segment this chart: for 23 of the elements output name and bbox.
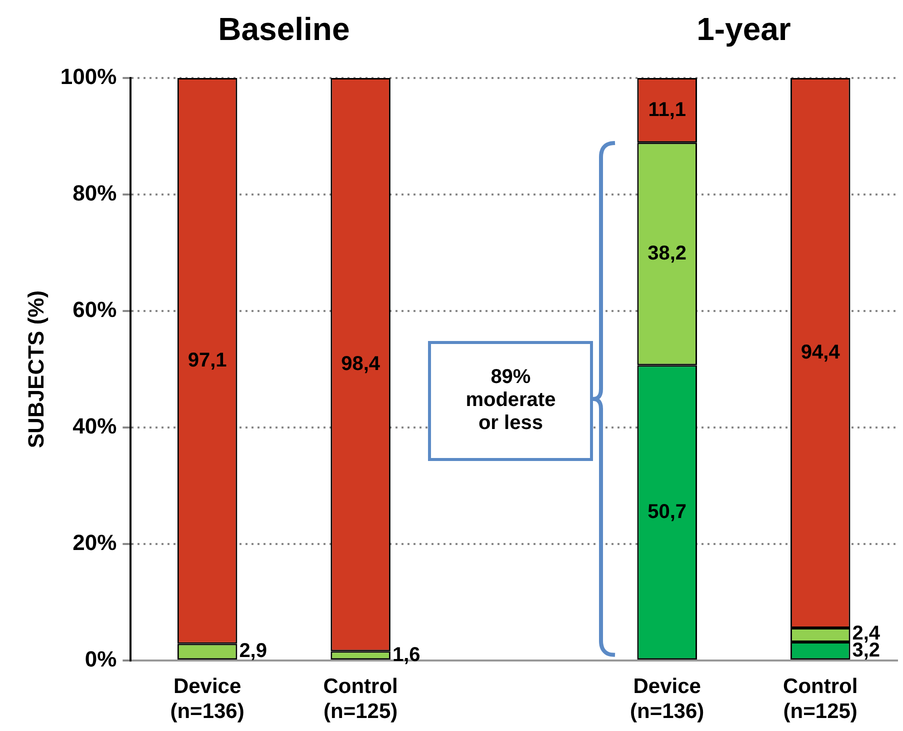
- x-tick-label: Device (n=136): [630, 674, 704, 724]
- data-label: 1,6: [392, 644, 420, 666]
- y-tick-label: 60%: [72, 297, 117, 322]
- y-tick-label: 20%: [72, 530, 117, 556]
- data-label: 97,1: [188, 349, 227, 372]
- y-tick-label: 40%: [72, 414, 117, 439]
- y-tick-label: 0%: [84, 646, 117, 672]
- x-tick-label: Control (n=125): [323, 674, 398, 724]
- data-label: 94,4: [800, 342, 841, 364]
- data-label: 98,4: [341, 353, 381, 376]
- callout-box: 89% moderate or less: [428, 340, 594, 461]
- y-axis-title: SUBJECTS (%): [23, 290, 48, 448]
- data-label: 38,2: [648, 242, 687, 264]
- data-label: 2,9: [239, 640, 267, 662]
- y-tick-label: 80%: [72, 180, 117, 206]
- text: Baseline: [218, 11, 350, 47]
- data-label: 50,7: [648, 500, 687, 523]
- x-tick-label: Device (n=136): [170, 674, 244, 724]
- data-label: 11,1: [648, 98, 686, 121]
- data-label: 2,4: [852, 622, 881, 644]
- y-tick-label: 100%: [60, 64, 117, 90]
- text: 1-year: [696, 11, 791, 47]
- x-tick-label: Control (n=125): [783, 674, 858, 724]
